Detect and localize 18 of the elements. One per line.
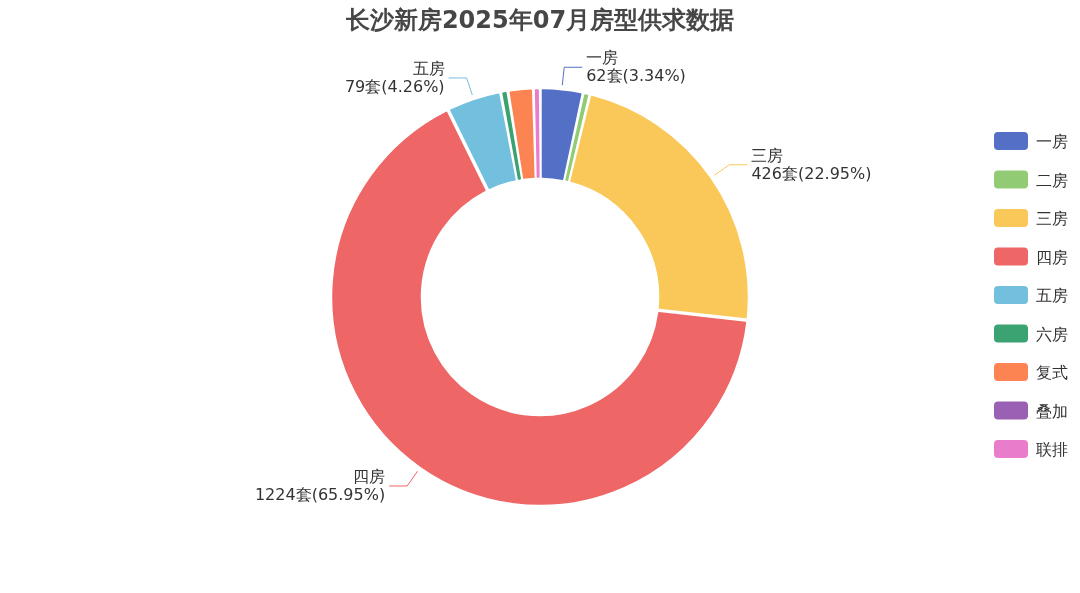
slice-label: 四房 (353, 466, 386, 486)
slice-label: 三房 (751, 145, 784, 165)
legend-label: 四房 (1036, 247, 1068, 267)
legend-label: 叠加 (1036, 401, 1068, 421)
data-label: 426套(22.95%) (751, 163, 872, 183)
data-label: 1224套(65.95%) (254, 484, 386, 504)
legend-label: 五房 (1036, 286, 1068, 305)
legend-label: 六房 (1036, 324, 1068, 344)
legend-label: 联排 (1036, 440, 1068, 459)
data-label: 79套(4.26%) (344, 76, 445, 96)
data-label: 62套(3.34%) (586, 66, 686, 86)
legend-label: 一房 (1036, 132, 1068, 151)
legend-label: 二房 (1036, 170, 1068, 190)
slice-label: 一房 (586, 48, 619, 68)
slice-label: 五房 (412, 58, 445, 78)
chart-title: 长沙新房2025年07月房型供求数据 (344, 6, 735, 34)
legend-label: 三房 (1036, 209, 1068, 228)
legend-label: 复式 (1036, 363, 1068, 382)
